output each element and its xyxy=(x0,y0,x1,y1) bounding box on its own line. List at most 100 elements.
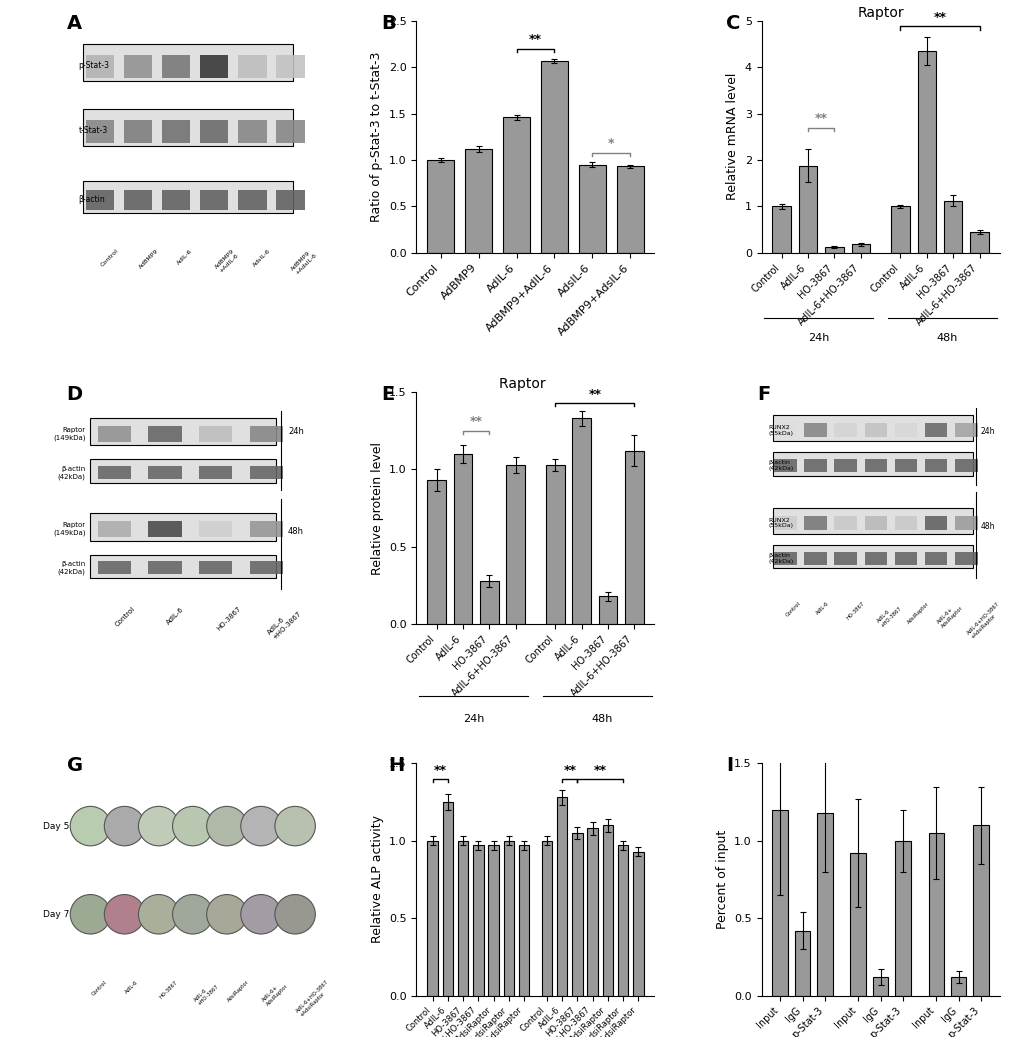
Bar xyxy=(772,452,972,476)
Bar xyxy=(199,521,232,537)
Bar xyxy=(773,515,796,530)
Bar xyxy=(616,167,643,253)
Text: AdIL-6: AdIL-6 xyxy=(165,606,184,625)
Bar xyxy=(98,426,130,442)
Bar xyxy=(872,977,888,996)
Bar xyxy=(91,459,276,482)
Bar xyxy=(950,977,966,996)
Bar xyxy=(924,515,947,530)
Bar xyxy=(572,833,582,996)
Bar xyxy=(98,561,130,574)
Text: Control: Control xyxy=(114,606,137,627)
Text: A: A xyxy=(66,13,82,33)
Text: **: ** xyxy=(433,763,446,777)
Bar xyxy=(91,418,276,446)
Text: Day 7: Day 7 xyxy=(43,909,69,919)
Text: B: B xyxy=(380,13,395,33)
Circle shape xyxy=(139,807,178,846)
Bar xyxy=(123,191,152,209)
Text: **: ** xyxy=(593,763,606,777)
Bar xyxy=(772,415,972,441)
Text: Day 5: Day 5 xyxy=(43,821,69,831)
Text: p-Stat-3: p-Stat-3 xyxy=(78,61,109,71)
Text: AdIL-6+
AdsiRaptor: AdIL-6+ AdsiRaptor xyxy=(261,979,288,1007)
Text: AdsIL-6: AdsIL-6 xyxy=(252,248,272,268)
Text: HO-3867: HO-3867 xyxy=(845,601,865,621)
Text: AdIL-6+HO-3867
+AdsiRaptor: AdIL-6+HO-3867 +AdsiRaptor xyxy=(965,601,1004,640)
Text: AdIL-6
+HO-3867: AdIL-6 +HO-3867 xyxy=(875,601,902,628)
Bar xyxy=(927,833,944,996)
Bar xyxy=(541,60,568,253)
Text: AdIL-6: AdIL-6 xyxy=(176,248,194,265)
Bar xyxy=(954,515,976,530)
Bar xyxy=(86,120,114,142)
Circle shape xyxy=(139,895,178,934)
Bar xyxy=(465,149,491,253)
Bar xyxy=(200,55,228,78)
Text: Raptor
(149kDa): Raptor (149kDa) xyxy=(53,427,86,441)
Bar xyxy=(924,552,947,565)
Circle shape xyxy=(70,895,111,934)
Bar xyxy=(598,596,616,624)
Text: 48h: 48h xyxy=(935,333,957,343)
Bar xyxy=(84,180,292,214)
Bar xyxy=(545,465,564,624)
Text: **: ** xyxy=(469,416,482,428)
Bar xyxy=(773,552,796,565)
Text: 48h: 48h xyxy=(591,713,612,724)
Bar xyxy=(199,466,232,479)
Y-axis label: Relative mRNA level: Relative mRNA level xyxy=(726,73,739,200)
Text: AdIL-6: AdIL-6 xyxy=(815,601,829,616)
Bar xyxy=(891,206,909,253)
Bar xyxy=(803,552,826,565)
Bar xyxy=(894,423,916,438)
Bar xyxy=(772,508,972,534)
Circle shape xyxy=(207,807,247,846)
Bar xyxy=(200,191,228,209)
Text: t-Stat-3: t-Stat-3 xyxy=(78,127,108,135)
Bar xyxy=(427,480,445,624)
Bar xyxy=(618,845,628,996)
Circle shape xyxy=(275,895,315,934)
Text: *: * xyxy=(607,137,614,150)
Text: β-actin: β-actin xyxy=(78,195,105,204)
Bar xyxy=(954,552,976,565)
Circle shape xyxy=(240,895,281,934)
Bar xyxy=(148,561,181,574)
Bar xyxy=(162,191,191,209)
Text: HO-3867: HO-3867 xyxy=(159,979,178,1000)
Bar xyxy=(442,802,452,996)
Bar xyxy=(488,845,498,996)
Bar xyxy=(519,845,529,996)
Text: AdIL-6+HO-3867
+AdsiRaptor: AdIL-6+HO-3867 +AdsiRaptor xyxy=(294,979,333,1018)
Bar xyxy=(917,51,935,253)
Bar xyxy=(834,515,856,530)
Bar xyxy=(572,418,590,624)
Y-axis label: Relative protein level: Relative protein level xyxy=(370,442,383,574)
Bar xyxy=(943,201,962,253)
Title: Raptor: Raptor xyxy=(856,5,903,20)
Bar xyxy=(633,851,643,996)
Bar xyxy=(237,55,266,78)
Text: β-actin
(42kDa): β-actin (42kDa) xyxy=(58,466,86,479)
Circle shape xyxy=(104,895,145,934)
Text: **: ** xyxy=(814,112,827,125)
Circle shape xyxy=(207,895,247,934)
Bar xyxy=(602,825,612,996)
Text: RUNX2
(55kDa): RUNX2 (55kDa) xyxy=(768,517,793,529)
Bar xyxy=(625,451,643,624)
Bar xyxy=(851,245,869,253)
Bar xyxy=(98,521,130,537)
Circle shape xyxy=(172,895,213,934)
Circle shape xyxy=(104,807,145,846)
Bar xyxy=(276,55,305,78)
Text: AdIL-6
+HO-3867: AdIL-6 +HO-3867 xyxy=(266,606,302,641)
Text: 24h: 24h xyxy=(463,713,484,724)
Text: AdIL-6
+HO-3867: AdIL-6 +HO-3867 xyxy=(193,979,220,1007)
Text: AdIL-6+
AdsiRaptor: AdIL-6+ AdsiRaptor xyxy=(935,601,963,628)
Bar xyxy=(864,459,887,472)
Bar xyxy=(458,841,468,996)
Bar xyxy=(98,466,130,479)
Bar xyxy=(276,120,305,142)
Text: AdsiRaptor: AdsiRaptor xyxy=(905,601,929,625)
